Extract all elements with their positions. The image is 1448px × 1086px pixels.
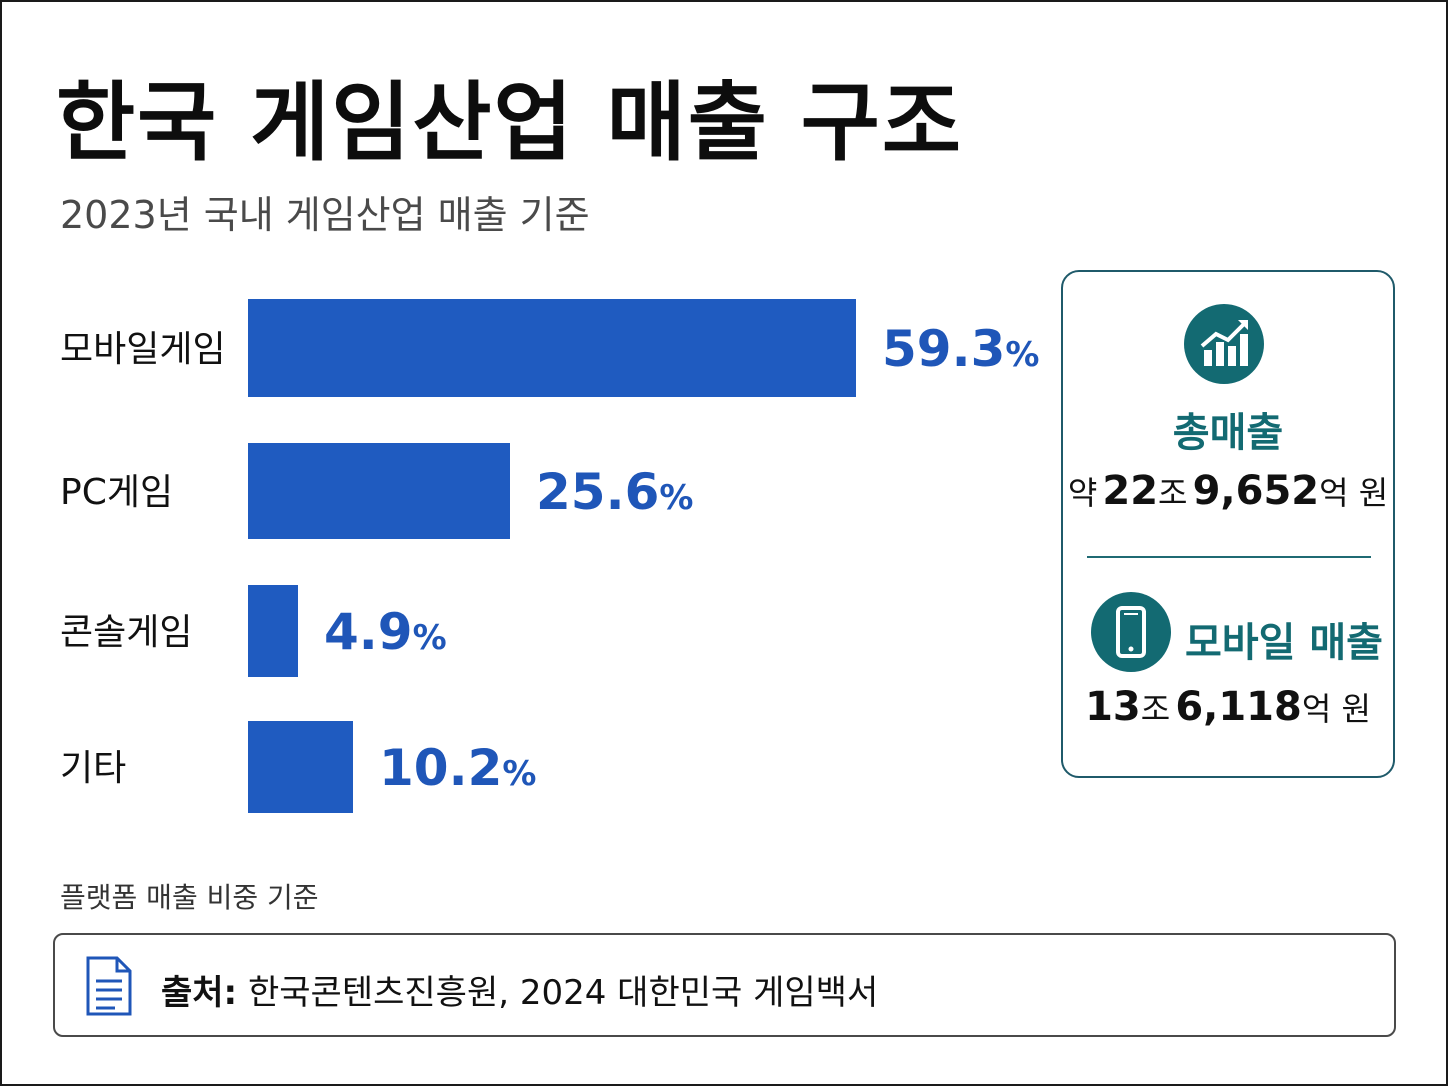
value-number: 59.3 (882, 320, 1005, 378)
category-label: 콘솔게임 (60, 612, 192, 653)
value-percent-sign: % (659, 478, 693, 518)
source-box: 출처: 한국콘텐츠진흥원, 2024 대한민국 게임백서 (53, 933, 1396, 1037)
total-num2: 9,652 (1192, 468, 1320, 514)
bar (248, 299, 856, 397)
source-value: 한국콘텐츠진흥원, 2024 대한민국 게임백서 (247, 973, 879, 1013)
mobile-unit1: 조 (1140, 690, 1171, 728)
page-subtitle: 2023년 국내 게임산업 매출 기준 (60, 193, 590, 237)
value-number: 25.6 (536, 463, 659, 521)
document-icon (86, 956, 132, 1016)
mobile-num1: 13 (1085, 684, 1141, 730)
total-sales-heading: 총매출 (1172, 410, 1284, 456)
summary-divider (1087, 556, 1371, 558)
bar (248, 585, 298, 677)
category-label: 기타 (60, 748, 126, 789)
bar-chart: 모바일게임 59.3% PC게임 25.6% 콘솔게임 4.9% 기타 10.2% (60, 299, 1039, 813)
chart-growth-icon (1184, 304, 1264, 384)
category-label: 모바일게임 (60, 329, 226, 370)
total-unit1: 조 (1158, 474, 1188, 512)
value-percent-sign: % (413, 618, 447, 658)
value-percent-sign: % (1005, 335, 1039, 375)
value-number: 10.2 (379, 739, 502, 797)
category-label: PC게임 (60, 472, 173, 513)
mobile-num2: 6,118 (1175, 684, 1302, 730)
value-label: 25.6% (536, 463, 693, 521)
mobile-unit2: 억 원 (1301, 690, 1371, 728)
bar (248, 721, 353, 813)
value-number: 4.9 (324, 603, 413, 661)
bar (248, 443, 510, 539)
value-label: 4.9% (324, 603, 447, 661)
mobile-sales-value: 13조 6,118억 원 (1063, 684, 1393, 730)
source-label: 출처: (161, 973, 238, 1013)
page-title: 한국 게임산업 매출 구조 (56, 73, 964, 173)
chart-footnote: 플랫폼 매출 비중 기준 (60, 881, 319, 914)
value-label: 59.3% (882, 320, 1039, 378)
total-prefix: 약 (1067, 474, 1098, 512)
value-percent-sign: % (502, 754, 536, 794)
total-sales-value: 약 22조 9,652억 원 (1063, 468, 1393, 514)
source-text: 출처: 한국콘텐츠진흥원, 2024 대한민국 게임백서 (161, 965, 878, 1014)
total-unit2: 억 원 (1319, 474, 1389, 512)
total-num1: 22 (1102, 468, 1159, 514)
summary-card: 총매출 약 22조 9,652억 원 모바일 매출 13조 6,118억 원 (1061, 270, 1395, 778)
mobile-sales-heading: 모바일 매출 (1185, 620, 1383, 666)
value-label: 10.2% (379, 739, 536, 797)
smartphone-icon (1091, 592, 1171, 672)
